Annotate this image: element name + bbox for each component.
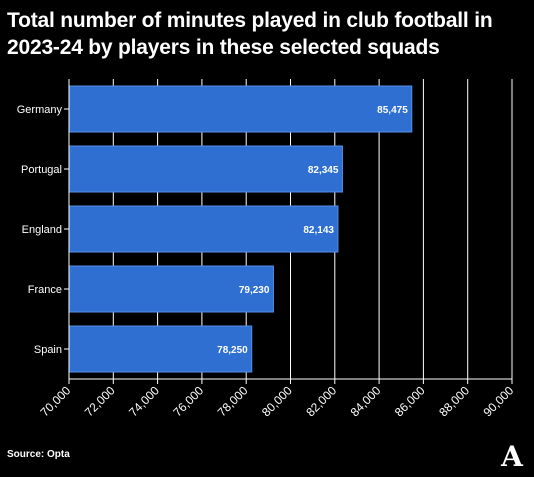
data-label: 82,345 [308, 165, 339, 176]
data-label: 85,475 [377, 105, 408, 116]
bar-portugal [68, 145, 343, 193]
x-tick-label: 84,000 [348, 383, 384, 419]
category-label: France [28, 284, 62, 296]
x-tick-label: 90,000 [481, 383, 517, 419]
x-tick-label: 72,000 [82, 383, 118, 419]
x-tick-label: 88,000 [436, 383, 472, 419]
source-note: Source: Opta [7, 449, 70, 460]
bar-england [68, 205, 339, 253]
x-tick-label: 86,000 [392, 383, 428, 419]
athletic-logo: A [501, 439, 523, 473]
x-tick-label: 78,000 [215, 383, 251, 419]
x-tick-label: 70,000 [38, 383, 74, 419]
bar-germany [68, 85, 413, 133]
chart-title: Total number of minutes played in club f… [7, 9, 493, 59]
category-label: Spain [34, 344, 62, 356]
bar-france [68, 265, 274, 313]
data-label: 78,250 [217, 345, 248, 356]
x-tick-label: 74,000 [126, 383, 162, 419]
category-label: England [22, 224, 62, 236]
category-label: Germany [17, 104, 63, 116]
x-tick-label: 82,000 [303, 383, 339, 419]
category-label: Portugal [21, 164, 62, 176]
bar-spain [68, 325, 253, 373]
data-label: 82,143 [303, 225, 334, 236]
x-tick-label: 76,000 [170, 383, 206, 419]
x-tick-label: 80,000 [259, 383, 295, 419]
data-label: 79,230 [239, 285, 270, 296]
